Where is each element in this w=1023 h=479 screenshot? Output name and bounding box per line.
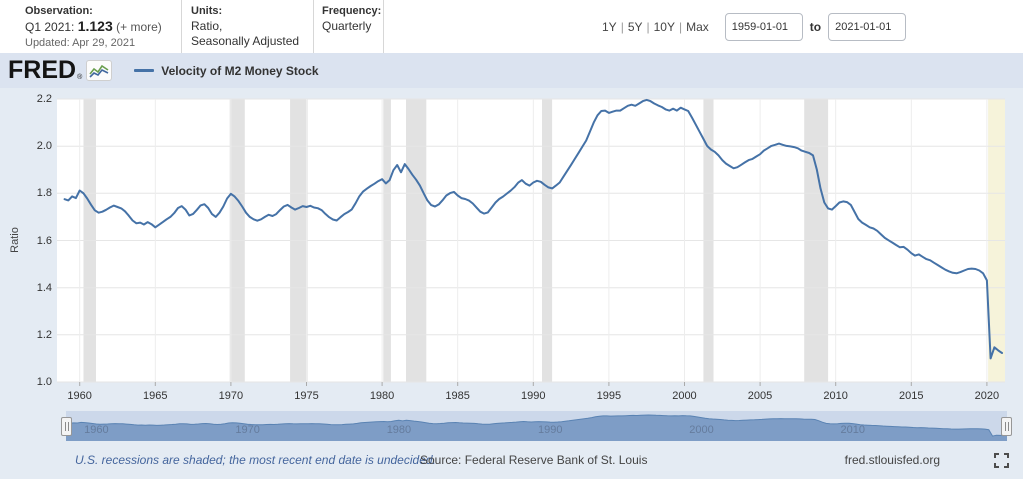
y-tick-label: 1.4: [36, 281, 52, 294]
navigator-line: [66, 414, 1005, 437]
range-selector: 1Y | 5Y | 10Y | Max: [600, 20, 711, 34]
x-tick-label: 2020: [974, 390, 1000, 402]
range-controls: 1Y|5Y|10Y|Max to: [600, 0, 907, 53]
y-axis-title: Ratio: [9, 227, 21, 253]
y-tick-label: 1.2: [36, 328, 52, 341]
site-url: fred.stlouisfed.org: [844, 453, 940, 467]
observation-label: Observation:: [25, 5, 93, 17]
divider: [313, 0, 314, 53]
units-label: Units:: [191, 5, 223, 17]
observation-value-line: Q1 2021: 1.123 (+ more): [25, 19, 162, 35]
date-from-input[interactable]: [724, 12, 803, 41]
fred-logo-text: FRED: [8, 56, 77, 84]
x-tick-label: 1970: [218, 390, 244, 402]
observation-value: 1.123: [77, 18, 113, 34]
x-tick-label: 2015: [899, 390, 924, 402]
units-section: Units: Ratio, Seasonally Adjusted: [191, 5, 299, 49]
y-tick-label: 1.8: [36, 187, 52, 200]
x-tick-label: 2000: [672, 390, 697, 402]
range-separator: |: [620, 19, 624, 34]
line-chart-icon: [86, 60, 113, 81]
m2-velocity-line: [63, 98, 1003, 360]
expand-icon[interactable]: [993, 452, 1010, 469]
frequency-label: Frequency:: [322, 5, 382, 17]
navigator-year-label: 2000: [689, 424, 714, 436]
navigator-track[interactable]: 1960 1970 1980 1990 2000 2010: [61, 411, 1012, 441]
more-observations-link[interactable]: (+ more): [116, 20, 162, 34]
range-option-5y[interactable]: 5Y: [627, 19, 643, 34]
range-separator: |: [646, 19, 650, 34]
y-tick-label: 1.6: [36, 234, 52, 247]
navigator-area: [66, 415, 1007, 441]
fred-logo[interactable]: FRED ®: [8, 56, 113, 84]
source-attribution: Source: Federal Reserve Bank of St. Loui…: [420, 453, 648, 467]
divider: [383, 0, 384, 53]
x-tick-label: 1965: [143, 390, 168, 402]
date-to-input[interactable]: [828, 12, 907, 41]
recessions-note: U.S. recessions are shaded; the most rec…: [75, 453, 436, 467]
registered-mark: ®: [77, 74, 83, 81]
observation-period: Q1 2021:: [25, 20, 75, 34]
legend-series-label: Velocity of M2 Money Stock: [161, 63, 319, 78]
units-value-line1: Ratio,: [191, 19, 223, 33]
navigator-year-label: 2010: [840, 424, 866, 436]
navigator-year-label: 1990: [537, 424, 563, 436]
navigator-year-label: 1970: [235, 424, 260, 436]
x-tick-label: 1960: [67, 390, 92, 402]
observation-section: Observation: Q1 2021: 1.123 (+ more) Upd…: [25, 5, 162, 49]
navigator-year-label: 1980: [386, 424, 412, 436]
y-tick-label: 1.0: [36, 376, 52, 388]
navigator-left-handle[interactable]: [61, 417, 72, 436]
divider: [181, 0, 182, 53]
units-value-line2: Seasonally Adjusted: [191, 34, 300, 48]
y-tick-label: 2.2: [36, 93, 52, 105]
updated-date: Updated: Apr 29, 2021: [25, 37, 136, 49]
legend-line-swatch: [134, 69, 155, 72]
range-option-1y[interactable]: 1Y: [602, 19, 617, 34]
plot-area[interactable]: [57, 98, 1005, 386]
x-tick-label: 1980: [369, 390, 395, 402]
range-option-10y[interactable]: 10Y: [653, 19, 675, 34]
fred-header-bar: FRED ® Velocity of M2 Money Stock: [0, 53, 1023, 88]
frequency-section: Frequency: Quarterly: [322, 5, 381, 34]
frequency-value: Quarterly: [322, 19, 372, 33]
info-bar: Observation: Q1 2021: 1.123 (+ more) Upd…: [0, 0, 1023, 53]
navigator-right-handle[interactable]: [1001, 417, 1012, 436]
y-tick-label: 2.0: [36, 140, 52, 153]
x-tick-label: 2010: [823, 390, 848, 402]
navigator-year-label: 1960: [84, 424, 109, 436]
legend-item[interactable]: Velocity of M2 Money Stock: [134, 63, 319, 78]
x-tick-label: 2005: [747, 390, 773, 402]
x-tick-label: 1990: [521, 390, 546, 402]
x-tick-label: 1995: [596, 390, 622, 402]
range-option-max[interactable]: Max: [686, 19, 709, 34]
date-range-to-label: to: [809, 19, 822, 34]
x-tick-label: 1975: [294, 390, 319, 402]
range-separator: |: [678, 19, 683, 34]
x-tick-label: 1985: [445, 390, 470, 402]
